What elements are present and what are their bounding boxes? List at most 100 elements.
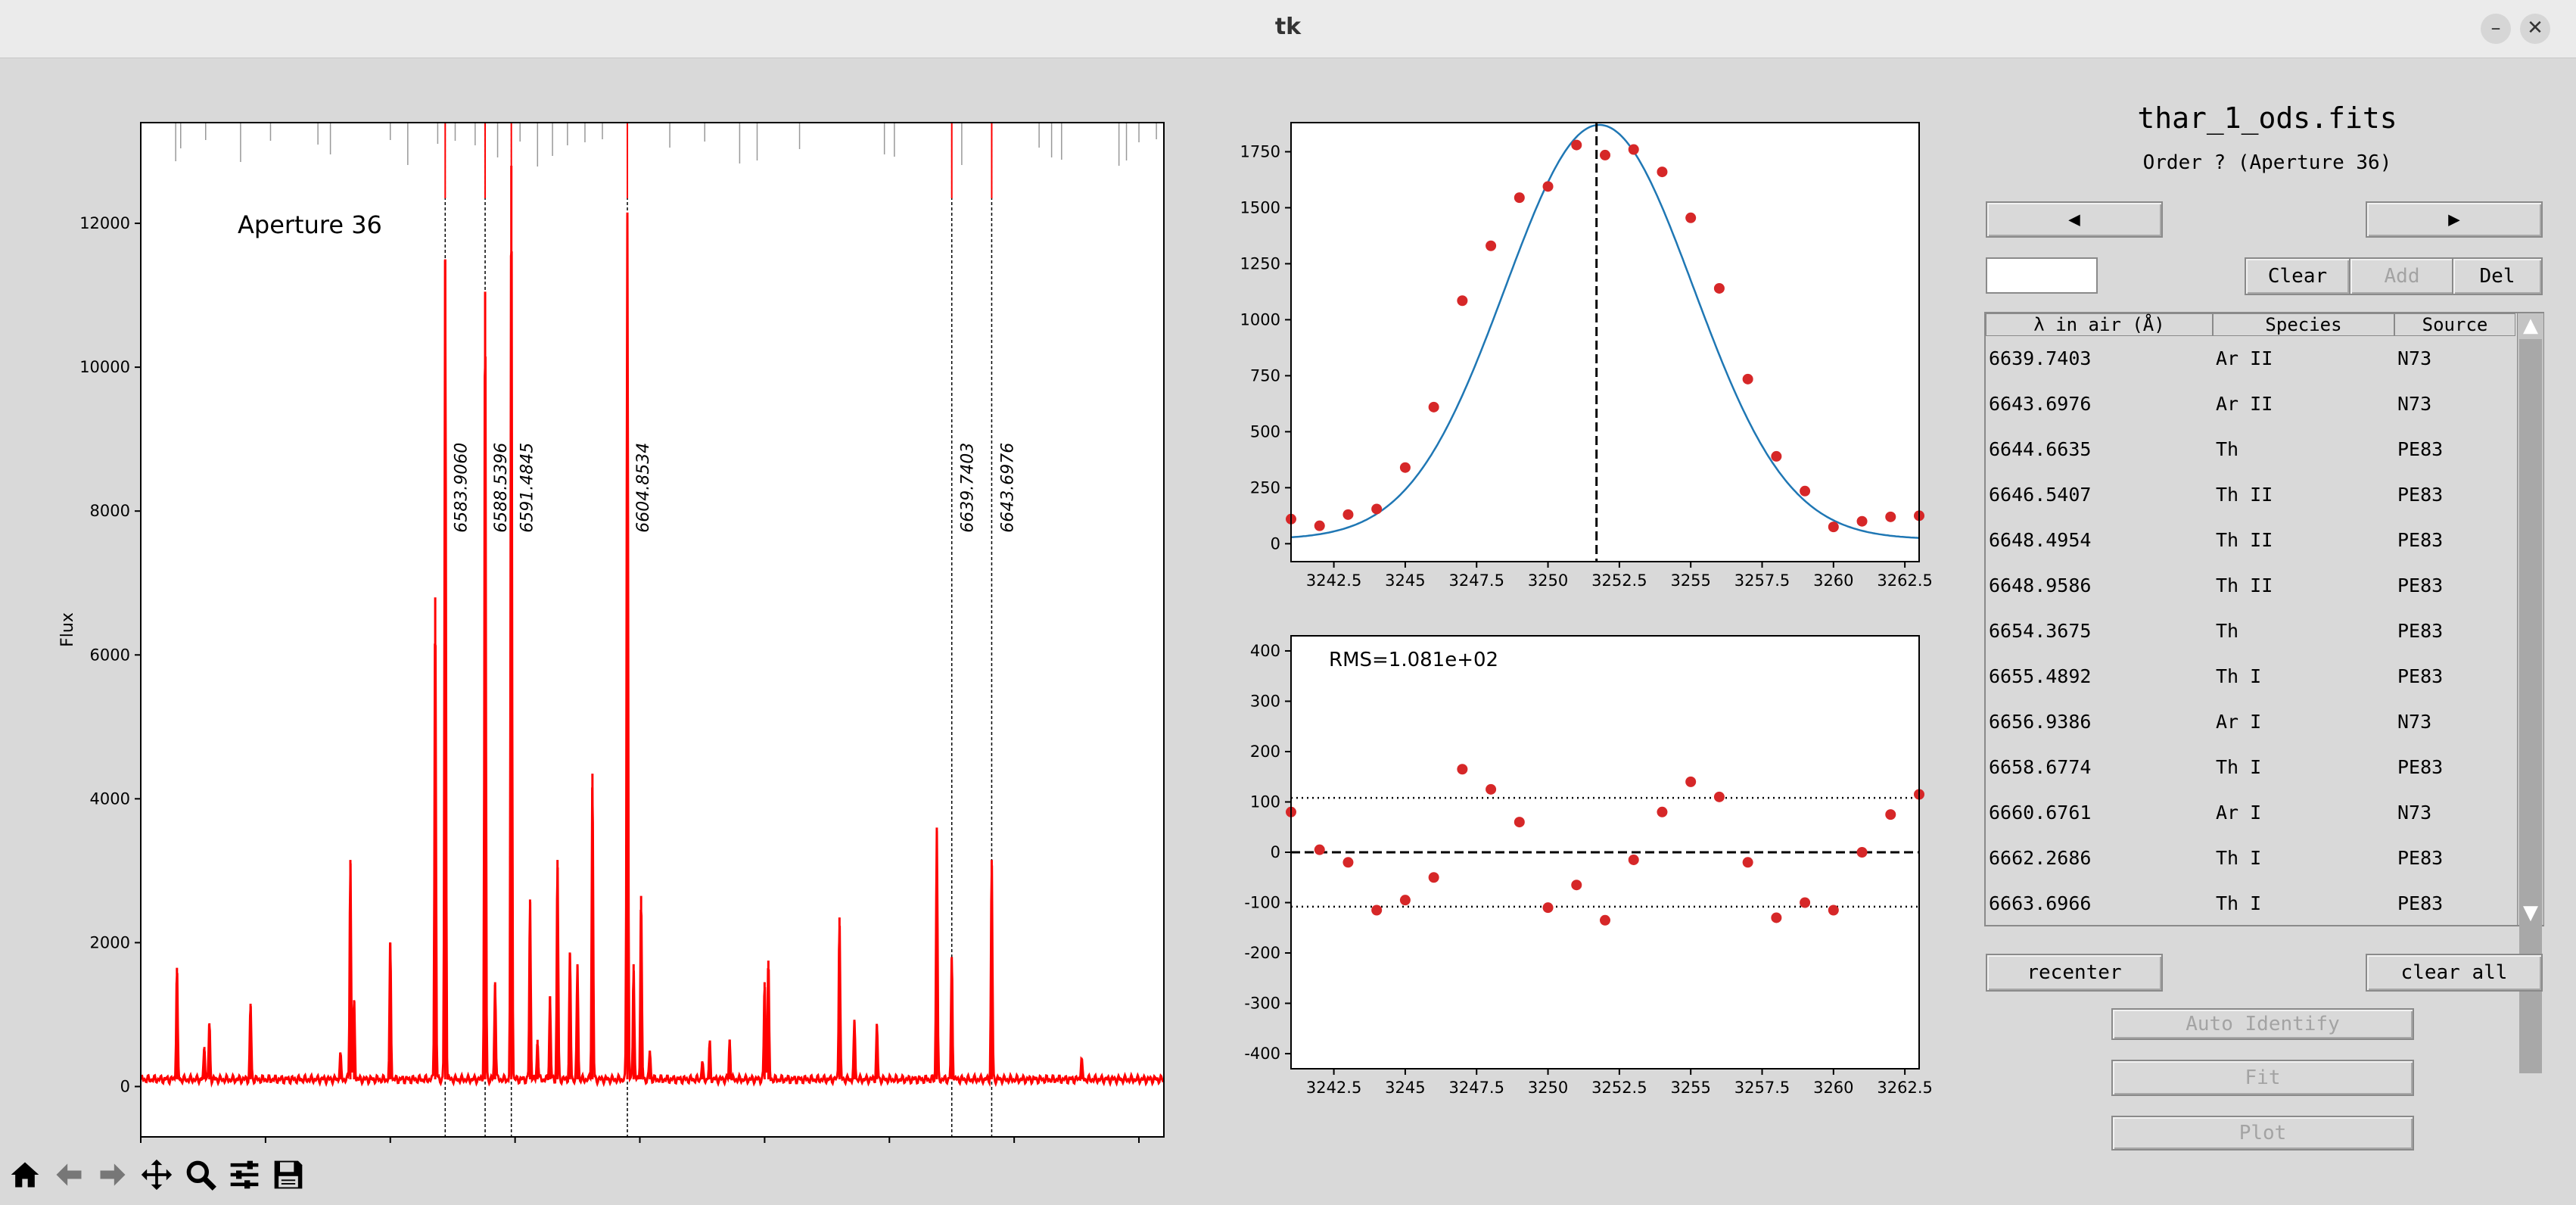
residual-point [1399, 895, 1411, 906]
table-row[interactable]: 6644.6635 Th PE83 [1986, 427, 2515, 472]
wavelength-input[interactable] [1986, 257, 2098, 294]
flux-point [1342, 509, 1354, 520]
row-source: PE83 [2397, 574, 2444, 596]
row-species: Ar II [2216, 393, 2273, 415]
table-scrollbar[interactable]: ▲ ▼ [2517, 313, 2543, 1073]
flux-point [1371, 503, 1383, 515]
back-icon[interactable] [50, 1158, 88, 1193]
y-tick-label: 500 [1250, 422, 1280, 441]
row-species: Th [2216, 438, 2239, 460]
x-tick-label: 3257.5 [1734, 1079, 1790, 1097]
y-tick-label: -300 [1244, 995, 1280, 1013]
identified-line-label: 6604.8534 [634, 443, 653, 533]
line-profile-plot[interactable]: 3242.5 3245 3247.5 3250 3252.5 3255 3257.5 3260… [1181, 58, 1937, 587]
row-source: PE83 [2397, 892, 2444, 914]
scroll-down-icon[interactable]: ▼ [2523, 901, 2538, 924]
row-species: Ar I [2216, 711, 2262, 733]
row-source: PE83 [2397, 847, 2444, 869]
row-wavelength: 6639.7403 [1989, 347, 2092, 369]
row-species: Th I [2216, 847, 2262, 869]
flux-point [1514, 192, 1525, 204]
table-row[interactable]: 6643.6976 Ar II N73 [1986, 381, 2515, 427]
flux-point [1771, 450, 1782, 462]
scroll-up-icon[interactable]: ▲ [2523, 314, 2538, 337]
column-header-species[interactable]: Species [2213, 313, 2394, 336]
row-wavelength: 6656.9386 [1989, 711, 2092, 733]
residual-point [1828, 905, 1839, 916]
previous-order-button[interactable]: ◀ [1986, 201, 2163, 238]
row-wavelength: 6662.2686 [1989, 847, 2092, 869]
column-header-wavelength[interactable]: λ in air (Å) [1986, 313, 2213, 336]
previous-icon: ◀ [2068, 208, 2080, 231]
x-tick-label: 3242.5 [1306, 571, 1361, 587]
y-tick-label: 2000 [90, 933, 130, 951]
spectrum-plot[interactable]: 0500100015002000250030003500400002000400… [0, 58, 1181, 1147]
add-button[interactable]: Add [2349, 257, 2455, 295]
table-row[interactable]: 6646.5407 Th II PE83 [1986, 472, 2515, 518]
zoom-icon[interactable] [182, 1158, 219, 1193]
configure-icon[interactable] [226, 1158, 263, 1193]
window-titlebar: tk – ✕ [0, 0, 2576, 58]
table-row[interactable]: 6648.4954 Th II PE83 [1986, 518, 2515, 563]
pan-icon[interactable] [138, 1158, 176, 1193]
x-tick-label: 3255 [1670, 1079, 1710, 1097]
table-row[interactable]: 6654.3675 Th PE83 [1986, 609, 2515, 654]
row-source: N73 [2397, 802, 2432, 824]
table-row[interactable]: 6662.2686 Th I PE83 [1986, 836, 2515, 881]
table-row[interactable]: 6663.6966 Th I PE83 [1986, 881, 2515, 926]
close-icon[interactable]: ✕ [2520, 14, 2550, 44]
recenter-button[interactable]: recenter [1986, 954, 2163, 992]
residual-point [1600, 914, 1610, 926]
home-icon[interactable] [6, 1158, 44, 1193]
x-tick-label: 3247.5 [1448, 571, 1504, 587]
plot-frame [1290, 122, 1920, 562]
minimize-icon[interactable]: – [2481, 14, 2511, 44]
auto-identify-button[interactable]: Auto Identify [2111, 1008, 2414, 1040]
forward-icon[interactable] [94, 1158, 132, 1193]
spectrum-series-line [141, 215, 1164, 1088]
scrollbar-thumb[interactable] [2519, 339, 2542, 1073]
residual-point [1628, 854, 1639, 865]
table-row[interactable]: 6658.6774 Th I PE83 [1986, 745, 2515, 790]
table-row[interactable]: 6655.4892 Th I PE83 [1986, 654, 2515, 699]
y-tick-label: 0 [1271, 534, 1280, 553]
row-source: PE83 [2397, 620, 2444, 642]
row-species: Th II [2216, 484, 2273, 506]
residual-plot[interactable]: 3242.5 3245 3247.5 3250 3252.5 3255 3257.5 3260… [1181, 587, 1937, 1117]
flux-point [1600, 149, 1610, 160]
column-header-source[interactable]: Source [2394, 313, 2515, 336]
delete-button[interactable]: Del [2452, 257, 2543, 295]
file-name: thar_1_ods.fits [2137, 101, 2397, 135]
flux-point [1742, 373, 1753, 385]
row-species: Th II [2216, 574, 2273, 596]
row-wavelength: 6648.9586 [1989, 574, 2092, 596]
row-source: N73 [2397, 711, 2432, 733]
row-species: Th I [2216, 892, 2262, 914]
y-tick-label: -200 [1244, 944, 1280, 962]
next-order-button[interactable]: ▶ [2366, 201, 2543, 238]
clear-all-button[interactable]: clear all [2366, 954, 2543, 992]
x-tick-label: 3262.5 [1877, 571, 1932, 587]
row-species: Ar I [2216, 802, 2262, 824]
x-tick-label: 3255 [1670, 571, 1710, 587]
table-row[interactable]: 6656.9386 Ar I N73 [1986, 699, 2515, 745]
save-icon[interactable] [269, 1158, 307, 1193]
table-row[interactable]: 6639.7403 Ar II N73 [1986, 336, 2515, 381]
y-tick-label: -400 [1244, 1045, 1280, 1063]
flux-point [1800, 485, 1811, 497]
fit-button[interactable]: Fit [2111, 1060, 2414, 1096]
row-source: PE83 [2397, 484, 2444, 506]
order-label: Order ? (Aperture 36) [2142, 151, 2392, 174]
plot-button[interactable]: Plot [2111, 1116, 2414, 1151]
y-tick-label: 8000 [90, 502, 130, 520]
table-row[interactable]: 6648.9586 Th II PE83 [1986, 563, 2515, 609]
row-wavelength: 6655.4892 [1989, 665, 2092, 687]
y-axis-label: Flux [58, 612, 77, 647]
residual-point [1771, 912, 1782, 923]
line-table[interactable] [1984, 312, 2544, 926]
table-row[interactable]: 6660.6761 Ar I N73 [1986, 790, 2515, 836]
clear-button[interactable]: Clear [2245, 257, 2350, 295]
x-tick-label: 3250 [1528, 571, 1568, 587]
flux-point [1571, 139, 1582, 151]
flux-point [1856, 515, 1868, 527]
